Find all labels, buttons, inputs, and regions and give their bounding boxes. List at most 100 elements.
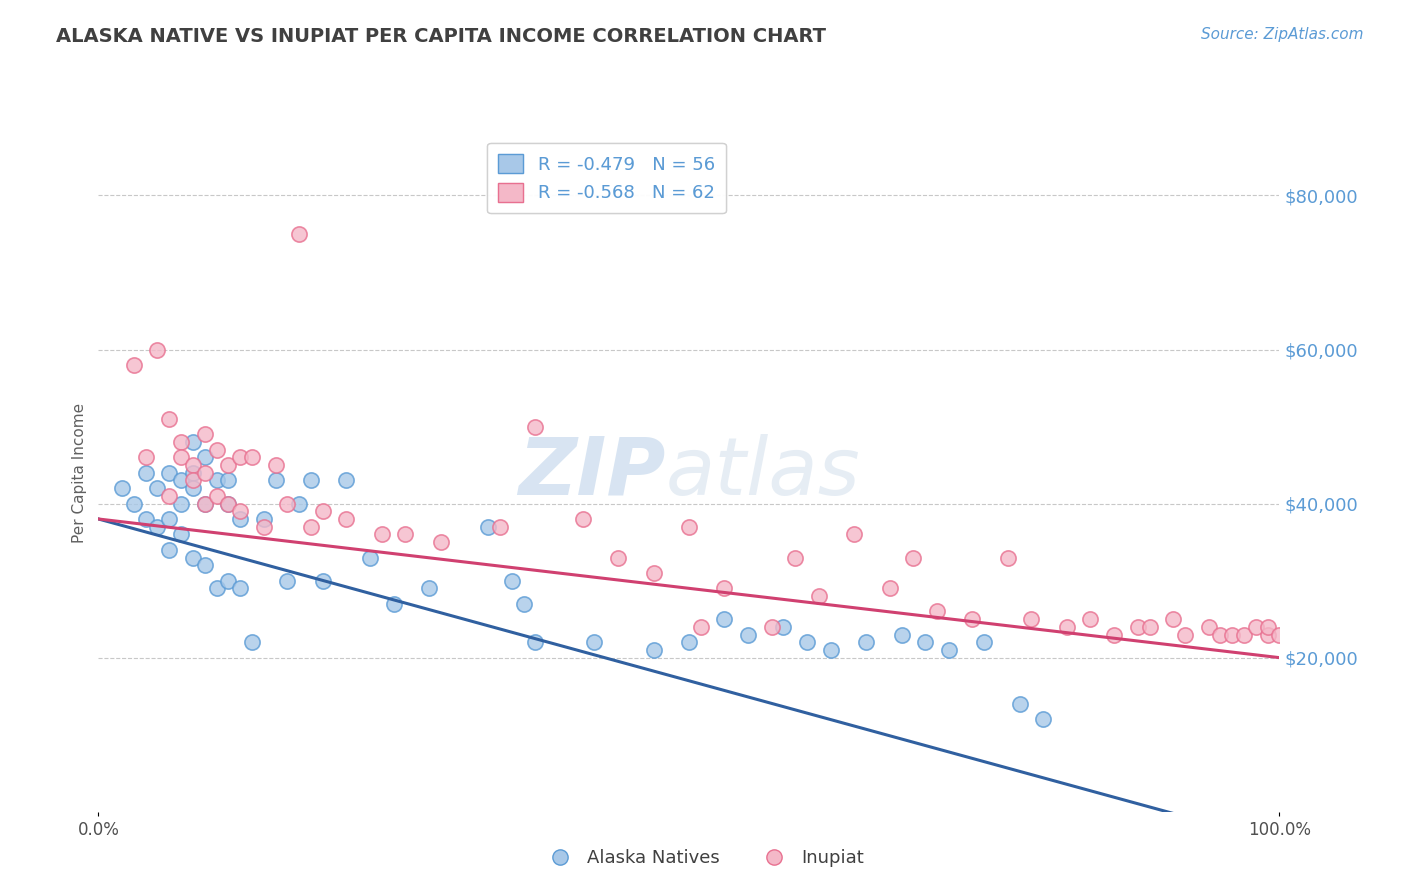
Point <box>890 627 912 641</box>
Point <box>1244 620 1267 634</box>
Point <box>217 474 239 488</box>
Point <box>276 574 298 588</box>
Point <box>643 643 665 657</box>
Point <box>772 620 794 634</box>
Text: Source: ZipAtlas.com: Source: ZipAtlas.com <box>1201 27 1364 42</box>
Point <box>678 519 700 533</box>
Point <box>229 582 252 596</box>
Point <box>122 497 145 511</box>
Point <box>181 481 204 495</box>
Point <box>1268 627 1291 641</box>
Point <box>1161 612 1184 626</box>
Point <box>512 597 534 611</box>
Point <box>1209 627 1232 641</box>
Point <box>205 489 228 503</box>
Point <box>1257 627 1279 641</box>
Point <box>253 519 276 533</box>
Legend: R = -0.479   N = 56, R = -0.568   N = 62: R = -0.479 N = 56, R = -0.568 N = 62 <box>486 143 725 213</box>
Point <box>1139 620 1161 634</box>
Point <box>181 474 204 488</box>
Point <box>157 512 180 526</box>
Point <box>217 497 239 511</box>
Point <box>785 550 807 565</box>
Point <box>157 542 180 557</box>
Point <box>181 434 204 449</box>
Point <box>205 442 228 457</box>
Point <box>229 504 252 518</box>
Point <box>962 612 984 626</box>
Point <box>335 474 357 488</box>
Point <box>157 466 180 480</box>
Point <box>299 474 322 488</box>
Point <box>253 512 276 526</box>
Text: ALASKA NATIVE VS INUPIAT PER CAPITA INCOME CORRELATION CHART: ALASKA NATIVE VS INUPIAT PER CAPITA INCO… <box>56 27 827 45</box>
Point <box>844 527 866 541</box>
Point <box>170 434 193 449</box>
Point <box>146 481 169 495</box>
Point <box>194 497 217 511</box>
Y-axis label: Per Capita Income: Per Capita Income <box>72 402 87 543</box>
Point <box>170 450 193 465</box>
Point <box>181 550 204 565</box>
Point <box>477 519 499 533</box>
Point <box>583 635 606 649</box>
Point <box>157 489 180 503</box>
Point <box>914 635 936 649</box>
Point <box>135 512 157 526</box>
Point <box>903 550 925 565</box>
Point <box>359 550 381 565</box>
Point <box>879 582 901 596</box>
Point <box>194 427 217 442</box>
Point <box>170 497 193 511</box>
Point <box>205 582 228 596</box>
Point <box>394 527 416 541</box>
Point <box>229 512 252 526</box>
Point <box>312 504 335 518</box>
Point <box>1126 620 1149 634</box>
Point <box>1198 620 1220 634</box>
Point <box>135 450 157 465</box>
Point <box>335 512 357 526</box>
Point <box>524 635 547 649</box>
Legend: Alaska Natives, Inupiat: Alaska Natives, Inupiat <box>534 842 872 874</box>
Point <box>205 474 228 488</box>
Point <box>855 635 877 649</box>
Point <box>229 450 252 465</box>
Point <box>1080 612 1102 626</box>
Point <box>181 466 204 480</box>
Point <box>146 343 169 357</box>
Point <box>312 574 335 588</box>
Point <box>157 412 180 426</box>
Point <box>430 535 453 549</box>
Point <box>489 519 512 533</box>
Point <box>217 497 239 511</box>
Point <box>807 589 830 603</box>
Point <box>1032 712 1054 726</box>
Point <box>146 519 169 533</box>
Point <box>678 635 700 649</box>
Point <box>997 550 1019 565</box>
Point <box>217 458 239 472</box>
Point <box>382 597 405 611</box>
Point <box>418 582 440 596</box>
Point <box>276 497 298 511</box>
Point <box>194 497 217 511</box>
Point <box>1174 627 1197 641</box>
Point <box>181 458 204 472</box>
Point <box>371 527 394 541</box>
Point <box>524 419 547 434</box>
Point <box>820 643 842 657</box>
Point <box>264 474 287 488</box>
Point <box>571 512 593 526</box>
Point <box>264 458 287 472</box>
Point <box>938 643 960 657</box>
Text: atlas: atlas <box>665 434 860 512</box>
Point <box>1220 627 1243 641</box>
Point <box>288 227 311 241</box>
Point <box>607 550 630 565</box>
Point <box>1008 697 1031 711</box>
Point <box>217 574 239 588</box>
Point <box>194 558 217 573</box>
Point <box>501 574 523 588</box>
Point <box>925 604 948 618</box>
